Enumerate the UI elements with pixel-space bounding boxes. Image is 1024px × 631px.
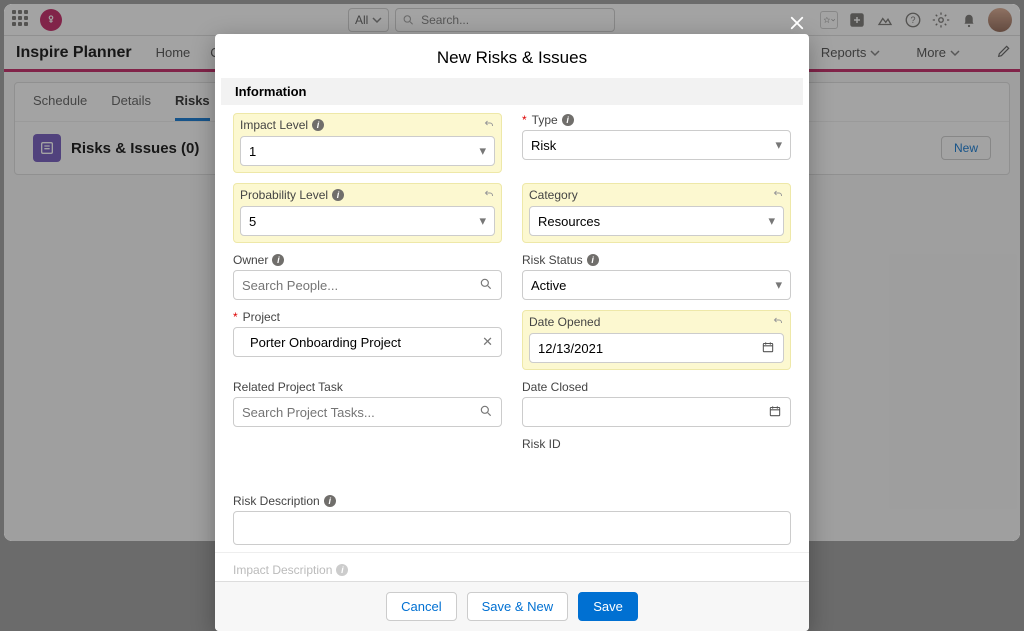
probability-level-select[interactable]: 5 ▾ — [240, 206, 495, 236]
project-lookup[interactable]: Porter Onboarding Project ✕ — [233, 327, 502, 357]
spacer — [233, 464, 791, 484]
label-risk-description: Risk Description i — [233, 494, 791, 508]
search-icon — [479, 277, 493, 294]
label-category: Category — [529, 188, 784, 202]
risk-description-textarea[interactable] — [233, 511, 791, 545]
save-and-new-button[interactable]: Save & New — [467, 592, 569, 621]
label-type: * Type i — [522, 113, 791, 127]
related-task-lookup[interactable] — [233, 397, 502, 427]
required-asterisk: * — [233, 310, 238, 324]
new-risk-modal: New Risks & Issues Information Impact Le… — [215, 34, 809, 631]
calendar-icon[interactable] — [761, 340, 775, 357]
info-icon[interactable]: i — [562, 114, 574, 126]
info-icon[interactable]: i — [332, 189, 344, 201]
date-opened-input[interactable]: 12/13/2021 — [529, 333, 784, 363]
calendar-icon[interactable] — [768, 404, 782, 421]
impact-level-select[interactable]: 1 ▾ — [240, 136, 495, 166]
date-closed-input[interactable] — [522, 397, 791, 427]
chevron-down-icon: ▾ — [479, 143, 486, 159]
field-probability-level: Probability Level i 5 ▾ — [233, 183, 502, 243]
info-icon: i — [336, 564, 348, 576]
cancel-button[interactable]: Cancel — [386, 592, 456, 621]
label-impact-level: Impact Level i — [240, 118, 495, 132]
label-owner: Owner i — [233, 253, 502, 267]
field-owner: Owner i — [233, 253, 502, 300]
undo-icon[interactable] — [772, 188, 784, 203]
chevron-down-icon: ▾ — [479, 213, 486, 229]
undo-icon[interactable] — [483, 188, 495, 203]
label-risk-id: Risk ID — [522, 437, 791, 451]
info-icon[interactable]: i — [324, 495, 336, 507]
label-related-task: Related Project Task — [233, 380, 502, 394]
label-date-opened: Date Opened — [529, 315, 784, 329]
field-date-opened: Date Opened 12/13/2021 — [522, 310, 791, 370]
undo-icon[interactable] — [772, 315, 784, 330]
undo-icon[interactable] — [483, 118, 495, 133]
owner-input[interactable] — [242, 278, 479, 293]
label-date-closed: Date Closed — [522, 380, 791, 394]
type-select[interactable]: Risk ▾ — [522, 130, 791, 160]
category-select[interactable]: Resources ▾ — [529, 206, 784, 236]
owner-lookup[interactable] — [233, 270, 502, 300]
label-project: * Project — [233, 310, 502, 324]
field-spacer — [233, 437, 502, 454]
field-related-task: Related Project Task — [233, 380, 502, 427]
info-icon[interactable]: i — [272, 254, 284, 266]
chevron-down-icon: ▾ — [775, 277, 782, 293]
field-category: Category Resources ▾ — [522, 183, 791, 243]
field-impact-level: Impact Level i 1 ▾ — [233, 113, 502, 173]
field-date-closed: Date Closed — [522, 380, 791, 427]
risk-status-select[interactable]: Active ▾ — [522, 270, 791, 300]
search-icon — [479, 404, 493, 421]
field-risk-id: Risk ID — [522, 437, 791, 454]
modal-close-button[interactable] — [788, 14, 806, 35]
form-grid: Impact Level i 1 ▾ * Type i Risk ▾ Proba… — [215, 105, 809, 552]
field-project: * Project Porter Onboarding Project ✕ — [233, 310, 502, 370]
modal-title: New Risks & Issues — [215, 34, 809, 78]
field-risk-description: Risk Description i — [233, 494, 791, 548]
clear-icon[interactable]: ✕ — [482, 334, 493, 350]
related-task-input[interactable] — [242, 405, 479, 420]
save-button[interactable]: Save — [578, 592, 638, 621]
field-type: * Type i Risk ▾ — [522, 113, 791, 173]
info-icon[interactable]: i — [312, 119, 324, 131]
label-risk-status: Risk Status i — [522, 253, 791, 267]
required-asterisk: * — [522, 113, 527, 127]
impact-description-section-dimmed: Impact Description i — [215, 552, 809, 581]
field-risk-status: Risk Status i Active ▾ — [522, 253, 791, 300]
chevron-down-icon: ▾ — [775, 137, 782, 153]
chevron-down-icon: ▾ — [768, 213, 775, 229]
info-icon[interactable]: i — [587, 254, 599, 266]
modal-footer: Cancel Save & New Save — [215, 581, 809, 631]
label-probability-level: Probability Level i — [240, 188, 495, 202]
section-information: Information — [221, 78, 803, 105]
